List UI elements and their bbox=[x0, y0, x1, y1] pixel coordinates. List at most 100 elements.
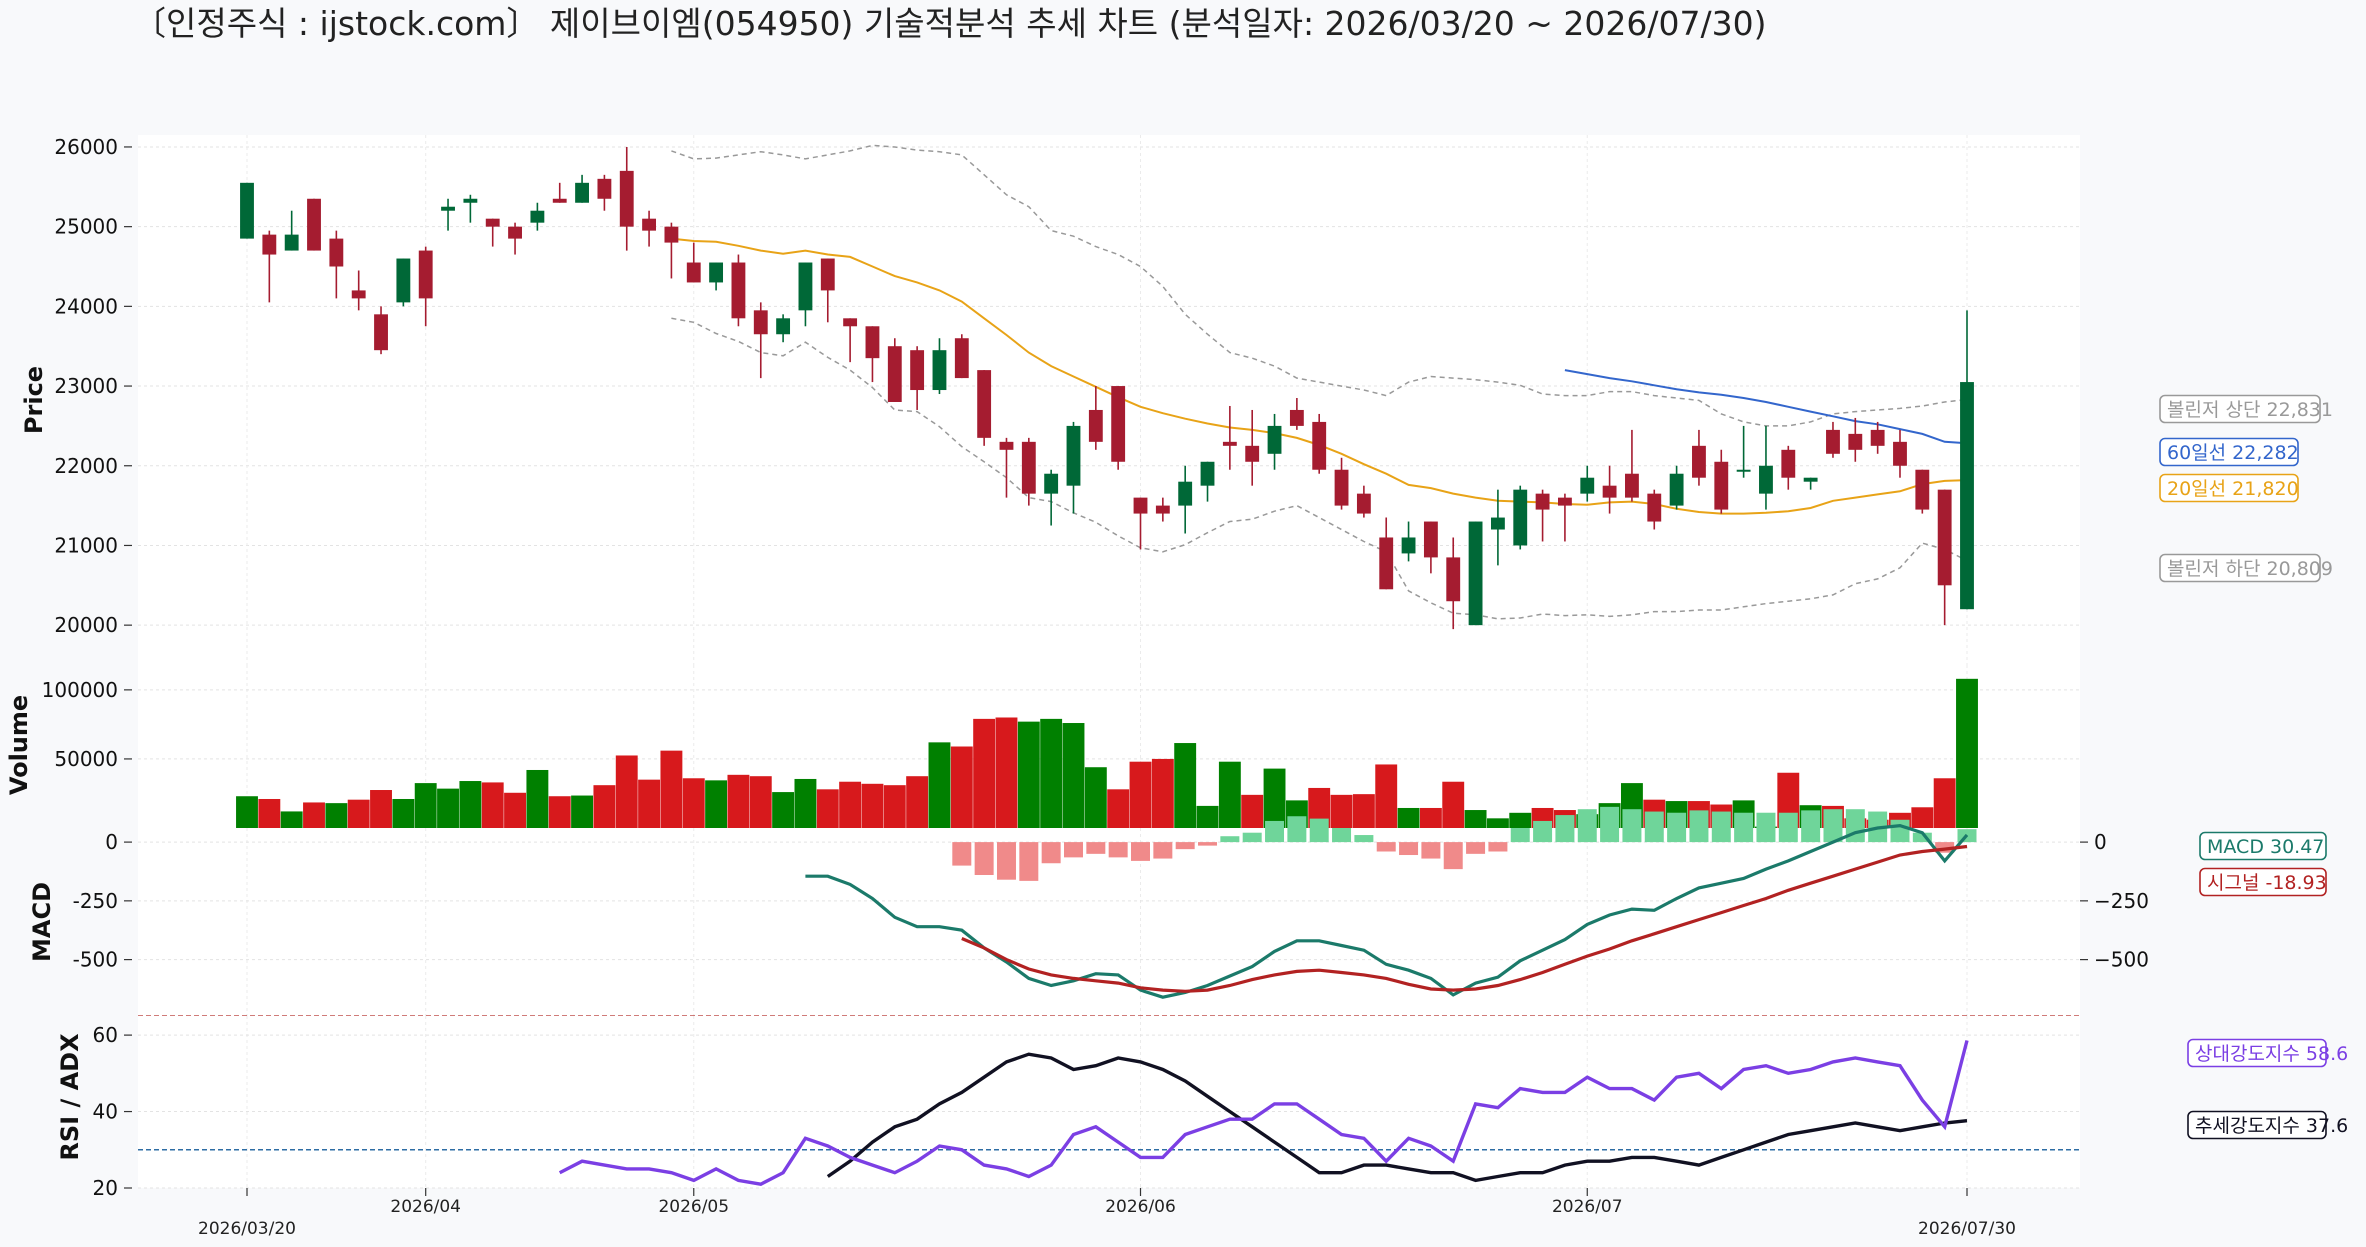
volume-y-tick-label: 50000 bbox=[54, 747, 118, 771]
price-tag-0: 볼린저 상단 22,831 bbox=[2167, 399, 2333, 421]
candle-down bbox=[954, 338, 969, 379]
candle-down bbox=[1692, 445, 1706, 478]
macd-hist-positive bbox=[1510, 828, 1530, 843]
x-tick-label: 2026/03/20 bbox=[198, 1219, 296, 1239]
volume-bar-up bbox=[928, 742, 951, 828]
rsi-y-tick-label: 40 bbox=[93, 1100, 118, 1124]
x-tick-label: 2026/04 bbox=[390, 1197, 461, 1217]
volume-bar-down bbox=[1911, 807, 1934, 828]
candle-down bbox=[977, 370, 992, 438]
volume-bar-down bbox=[950, 746, 973, 828]
volume-bar-down bbox=[303, 802, 325, 828]
adx-line bbox=[826, 1052, 1968, 1183]
candle-up bbox=[776, 318, 791, 335]
macd-hist-positive bbox=[1287, 816, 1307, 843]
volume-bar-down bbox=[1330, 794, 1353, 828]
volume-bar-up bbox=[1040, 718, 1063, 828]
candle-down bbox=[307, 198, 321, 251]
volume-bar-up bbox=[392, 798, 415, 828]
x-tick-label: 2026/07/30 bbox=[1918, 1219, 2016, 1239]
candle-up bbox=[1490, 517, 1505, 530]
candle-down bbox=[1893, 441, 1907, 466]
candle-down bbox=[329, 238, 344, 267]
candle-down bbox=[1111, 386, 1126, 462]
candle-up bbox=[1401, 537, 1416, 554]
volume-bar-down bbox=[347, 799, 370, 828]
macd-hist-negative bbox=[1175, 842, 1195, 850]
x-axis: 2026/03/20 2026/04 2026/05 2026/06 2026/07 20… bbox=[198, 1188, 2016, 1239]
candle-down bbox=[1937, 489, 1952, 586]
candle-up bbox=[1267, 425, 1282, 454]
macd-hist-negative bbox=[1376, 842, 1396, 852]
volume-bar-down bbox=[504, 792, 526, 828]
macd-hist-positive bbox=[1912, 832, 1932, 843]
candle-down bbox=[1602, 485, 1617, 498]
volume-bar-up bbox=[794, 778, 817, 828]
price-y-tick-label: 23000 bbox=[54, 374, 118, 398]
macd-hist-positive bbox=[1778, 812, 1798, 843]
rsi-y-tick-label: 60 bbox=[93, 1023, 118, 1047]
candle-up bbox=[1960, 382, 1974, 610]
price-y-tick-label: 24000 bbox=[54, 294, 118, 318]
volume-bar-down bbox=[861, 783, 884, 828]
candle-up bbox=[1044, 473, 1059, 494]
candle-up bbox=[798, 262, 813, 311]
volume-bar-up bbox=[705, 780, 728, 828]
volume-bar-down bbox=[660, 750, 683, 828]
candle-down bbox=[619, 170, 634, 227]
macd-hist-positive bbox=[1801, 810, 1821, 843]
macd-hist-negative bbox=[1131, 842, 1150, 861]
candle-down bbox=[1312, 421, 1327, 470]
volume-bar-up bbox=[414, 783, 437, 828]
volume-bar-up bbox=[1017, 721, 1040, 828]
candle-down bbox=[1647, 493, 1662, 522]
candle-up bbox=[932, 350, 947, 391]
candle-down bbox=[1356, 493, 1371, 514]
candle-up bbox=[530, 210, 545, 223]
volume-bar-down bbox=[1442, 781, 1465, 828]
candle-down bbox=[1423, 521, 1438, 558]
volume-bar-down bbox=[749, 776, 772, 828]
macd-hist-positive bbox=[1734, 812, 1754, 843]
volume-bar-down bbox=[481, 782, 504, 828]
candle-up bbox=[709, 262, 724, 283]
bollinger-upper-line bbox=[671, 144, 1968, 427]
candle-up bbox=[463, 198, 478, 203]
macd-tag-0: MACD 30.47 bbox=[2207, 836, 2324, 858]
volume-bar-down bbox=[995, 717, 1018, 828]
candle-down bbox=[374, 314, 388, 351]
candle-up bbox=[1200, 461, 1215, 486]
macd-hist-positive bbox=[1600, 806, 1620, 843]
candle-down bbox=[1155, 505, 1170, 514]
macd-hist-negative bbox=[1421, 842, 1441, 859]
macd-hist-positive bbox=[1220, 836, 1240, 843]
candle-up bbox=[1736, 469, 1751, 472]
candle-down bbox=[686, 262, 701, 283]
rsi-tag-0: 상대강도지수 58.6 bbox=[2195, 1043, 2348, 1065]
macd-hist-positive bbox=[1577, 809, 1597, 843]
volume-bar-down bbox=[727, 774, 750, 828]
macd-hist-positive bbox=[1332, 828, 1352, 843]
macd-panel: 0 -250 -500 0 −250 −500 MACD MACD 30.47 시그널 -… bbox=[28, 806, 2327, 1017]
volume-bar-up bbox=[1486, 818, 1509, 828]
volume-bar-down bbox=[1419, 807, 1442, 828]
volume-bar-down bbox=[1308, 787, 1331, 828]
macd-hist-negative bbox=[1399, 842, 1419, 856]
candle-up bbox=[1513, 489, 1528, 546]
candle-down bbox=[1088, 409, 1103, 442]
volume-bar-down bbox=[638, 779, 661, 828]
candle-down bbox=[999, 441, 1014, 450]
candle-down bbox=[351, 290, 366, 299]
volume-bar-up bbox=[236, 796, 258, 828]
macd-right-y-tick-label: −500 bbox=[2094, 948, 2149, 972]
macd-hist-negative bbox=[1041, 842, 1061, 864]
candle-up bbox=[396, 258, 411, 303]
macd-hist-positive bbox=[1823, 809, 1843, 843]
candle-down bbox=[508, 226, 522, 239]
candle-down bbox=[843, 318, 858, 327]
candle-up bbox=[1759, 465, 1773, 494]
price-y-tick-label: 22000 bbox=[54, 454, 118, 478]
volume-bar-up bbox=[1062, 723, 1085, 828]
macd-hist-negative bbox=[1488, 842, 1508, 852]
